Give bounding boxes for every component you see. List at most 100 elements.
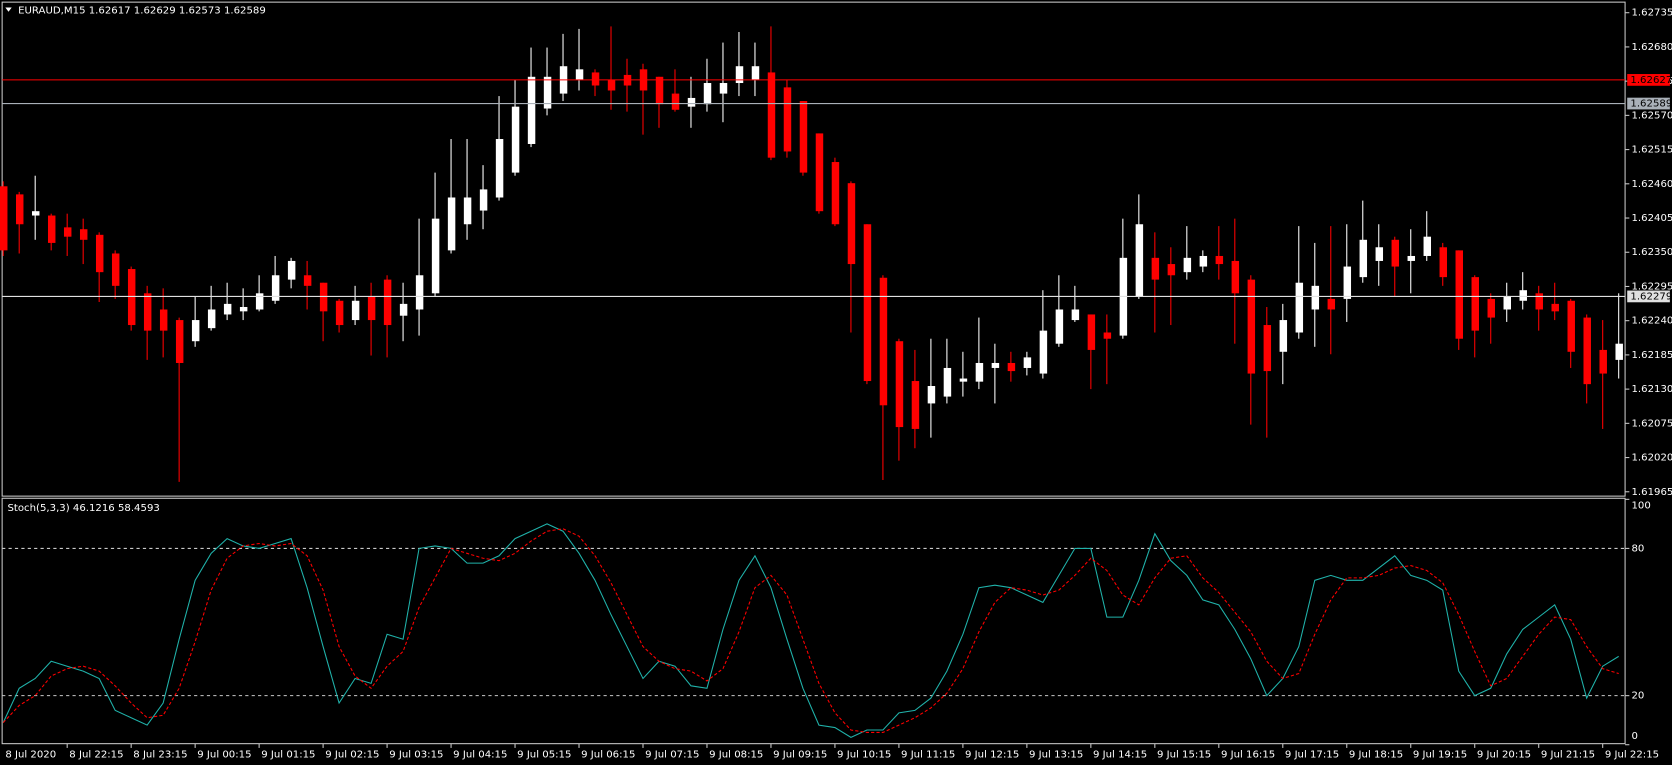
candle-body <box>751 66 760 80</box>
candle-body <box>911 381 920 429</box>
candle-body <box>1551 303 1559 312</box>
x-tick-label: 9 Jul 11:15 <box>901 749 955 760</box>
y-tick-label: 1.62295 <box>1631 281 1672 292</box>
menu-arrow[interactable] <box>5 7 12 12</box>
candle-body <box>1439 247 1448 278</box>
candle-body <box>895 341 904 428</box>
candle-body <box>0 186 8 251</box>
candle-body <box>31 211 40 216</box>
y-tick-label: 20 <box>1631 691 1644 702</box>
candle-body <box>95 234 104 273</box>
x-tick-label: 9 Jul 19:15 <box>1413 749 1467 760</box>
x-tick-label: 9 Jul 06:15 <box>581 749 635 760</box>
y-tick-label: 1.62130 <box>1631 384 1672 395</box>
y-tick-label: 1.62075 <box>1631 418 1672 429</box>
candle-body <box>1583 317 1591 385</box>
x-tick-label: 8 Jul 22:15 <box>69 749 123 760</box>
candle-body <box>687 97 696 107</box>
candle-body <box>1391 239 1400 267</box>
candle-body <box>63 227 72 237</box>
candle-body <box>1423 236 1432 256</box>
candle-body <box>175 320 184 363</box>
candle-body <box>815 133 824 212</box>
x-tick-label: 9 Jul 05:15 <box>517 749 571 760</box>
candle-body <box>1007 362 1016 372</box>
candle-body <box>927 386 936 404</box>
candle-body <box>383 279 392 326</box>
candle-body <box>1247 279 1256 374</box>
candle-body <box>127 269 136 326</box>
candle-body <box>351 300 360 321</box>
candle-body <box>495 139 504 198</box>
x-tick-label: 9 Jul 04:15 <box>453 749 507 760</box>
indicator-title: Stoch(5,3,3) 46.1216 58.4593 <box>7 503 159 514</box>
candle-body <box>1375 247 1384 261</box>
candle-body <box>255 293 264 310</box>
price-level-box <box>1627 290 1670 303</box>
y-tick-label: 1.62240 <box>1631 316 1672 327</box>
x-tick-label: 9 Jul 02:15 <box>325 749 379 760</box>
candle-body <box>1087 314 1096 350</box>
candle-body <box>1231 260 1240 294</box>
x-tick-label: 9 Jul 09:15 <box>773 749 827 760</box>
candle-body <box>1023 357 1032 368</box>
candle-body <box>431 218 440 294</box>
candle-body <box>287 260 296 280</box>
x-tick-label: 9 Jul 16:15 <box>1221 749 1275 760</box>
candle-body <box>79 229 88 240</box>
y-tick-label: 1.62020 <box>1631 453 1672 464</box>
x-tick-label: 9 Jul 13:15 <box>1029 749 1083 760</box>
x-tick-label: 9 Jul 14:15 <box>1093 749 1147 760</box>
candle-body <box>207 309 216 329</box>
y-tick-label: 80 <box>1631 543 1644 554</box>
candle-body <box>447 197 456 251</box>
stoch-line <box>2 523 1619 738</box>
candle-body <box>1295 282 1304 333</box>
candle-body <box>783 87 792 152</box>
candle-body <box>847 183 856 265</box>
candle-body <box>159 309 168 331</box>
candle-body <box>863 224 872 382</box>
candle-body <box>1263 325 1272 372</box>
x-tick-label: 9 Jul 21:15 <box>1541 749 1595 760</box>
y-tick-label: 1.62350 <box>1631 247 1672 258</box>
candle-body <box>767 72 776 158</box>
candle-body <box>1471 277 1479 331</box>
chart-title: EURAUD,M15 1.62617 1.62629 1.62573 1.625… <box>18 6 266 17</box>
candle-body <box>1343 266 1352 299</box>
x-tick-label: 8 Jul 23:15 <box>133 749 187 760</box>
candle-body <box>1615 343 1623 360</box>
candle-body <box>239 306 248 312</box>
candle-body <box>1487 298 1495 318</box>
candle-body <box>1151 257 1160 280</box>
x-tick-label: 9 Jul 22:15 <box>1605 749 1659 760</box>
y-tick-label: 1.62460 <box>1631 179 1672 190</box>
candle-body <box>959 378 968 382</box>
candle-body <box>1407 255 1416 261</box>
price-level-box <box>1627 97 1670 110</box>
candle-body <box>575 69 584 80</box>
x-tick-label: 9 Jul 15:15 <box>1157 749 1211 760</box>
candle-body <box>991 362 1000 368</box>
candle-body <box>799 101 808 173</box>
candle-body <box>1519 290 1527 301</box>
candle-body <box>1279 320 1288 352</box>
candle-body <box>1535 293 1543 310</box>
x-tick-label: 9 Jul 01:15 <box>261 749 315 760</box>
candle-body <box>735 66 744 84</box>
y-tick-label: 1.61965 <box>1631 487 1672 498</box>
x-tick-label: 9 Jul 08:15 <box>709 749 763 760</box>
x-tick-label: 9 Jul 03:15 <box>389 749 443 760</box>
candle-body <box>303 275 312 286</box>
candle-body <box>143 293 152 331</box>
candle-body <box>943 367 952 397</box>
candle-body <box>703 83 712 105</box>
candle-body <box>975 362 984 382</box>
candle-body <box>463 197 472 225</box>
x-tick-label: 9 Jul 20:15 <box>1477 749 1531 760</box>
candle-body <box>655 76 664 105</box>
stoch-line <box>2 528 1619 733</box>
x-tick-label: 8 Jul 2020 <box>5 749 56 760</box>
